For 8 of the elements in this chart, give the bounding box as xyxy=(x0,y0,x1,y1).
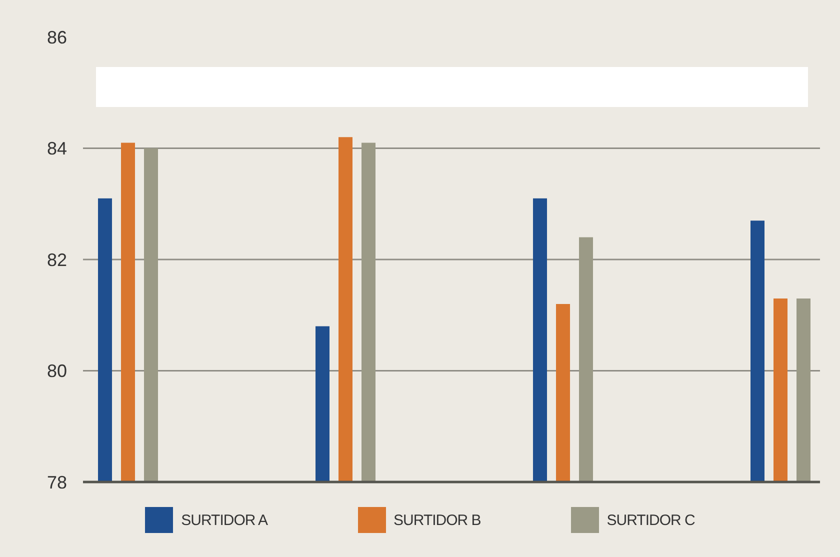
legend-label: SURTIDOR B xyxy=(394,512,481,528)
y-tick-label: 84 xyxy=(46,138,67,159)
y-tick-label: 86 xyxy=(46,27,67,48)
legend-label: SURTIDOR C xyxy=(606,512,695,528)
y-tick-label: 82 xyxy=(46,250,67,270)
y-tick-label: 80 xyxy=(46,361,67,382)
y-tick-label: 78 xyxy=(46,472,67,492)
legend-label: SURTIDOR A xyxy=(181,512,268,528)
